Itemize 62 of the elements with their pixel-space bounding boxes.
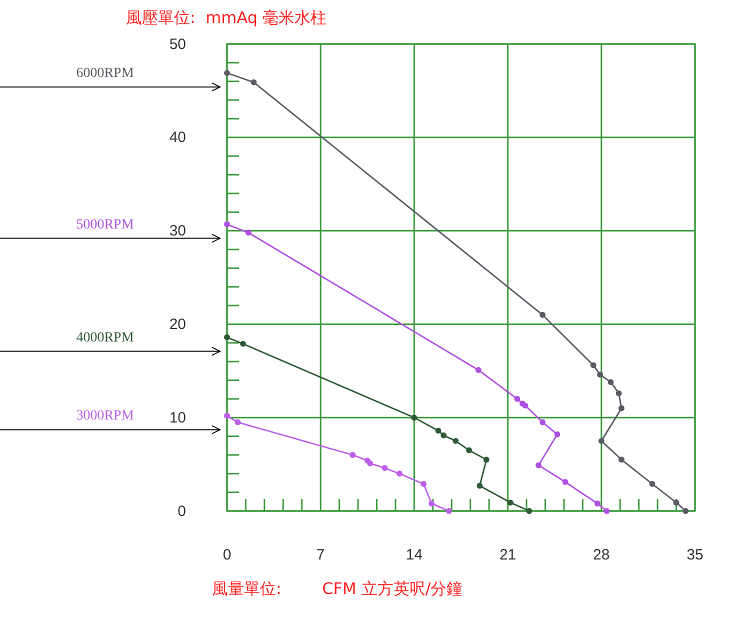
point: [597, 372, 604, 378]
point: [594, 500, 600, 507]
y-axis-title: 風壓單位: mmAq 毫米水柱: [126, 8, 327, 27]
point: [420, 480, 427, 487]
y-tick-label: 20: [169, 316, 186, 333]
y-tick-label: 50: [169, 36, 186, 53]
text: 6000RPM: [76, 66, 134, 81]
point: [526, 508, 532, 514]
point: [396, 470, 402, 477]
y-tick-label: 30: [169, 222, 186, 240]
point: [224, 412, 230, 419]
point: [234, 419, 241, 426]
point: [673, 500, 680, 506]
point: [483, 456, 490, 463]
point: [536, 462, 542, 468]
point: [618, 456, 624, 463]
x-tick-label: 0: [222, 546, 232, 564]
x-tick-label: 21: [499, 546, 516, 564]
point: [446, 508, 452, 514]
point: [598, 438, 604, 444]
point: [554, 431, 560, 438]
point: [466, 447, 472, 454]
point: [382, 465, 388, 472]
x-tick-label: 7: [316, 546, 325, 564]
point: [608, 379, 614, 386]
point: [540, 419, 546, 426]
point: [618, 405, 624, 412]
x-tick-label: 28: [593, 546, 610, 564]
point: [649, 480, 656, 487]
point: [476, 482, 483, 489]
text: 3000RPM: [76, 408, 134, 424]
text: 4000RPM: [76, 330, 134, 346]
point: [435, 428, 442, 434]
point: [250, 79, 257, 86]
point: [604, 508, 610, 514]
point: [224, 70, 230, 76]
y-tick-label: 40: [169, 129, 186, 146]
point: [507, 500, 514, 506]
y-tick-label: 0: [178, 502, 186, 520]
point: [562, 479, 568, 486]
point: [224, 221, 230, 228]
x-tick-label: 14: [406, 546, 423, 564]
point: [411, 414, 418, 421]
point: [240, 340, 246, 347]
point: [682, 508, 689, 514]
point: [514, 396, 520, 402]
point: [440, 432, 447, 438]
point: [224, 334, 230, 340]
point: [616, 390, 622, 396]
x-tick-label: 35: [686, 546, 704, 564]
point: [522, 402, 528, 408]
y-tick-label: 10: [169, 409, 186, 426]
point: [367, 460, 374, 466]
point: [452, 438, 459, 444]
text: 5000RPM: [76, 217, 134, 232]
point: [475, 366, 482, 373]
point: [590, 362, 596, 368]
point: [428, 500, 435, 507]
point: [540, 312, 546, 318]
x-axis-title: 風量單位: CFM 立方英呎/分鐘: [212, 579, 463, 598]
point: [350, 452, 356, 458]
point: [245, 230, 252, 236]
